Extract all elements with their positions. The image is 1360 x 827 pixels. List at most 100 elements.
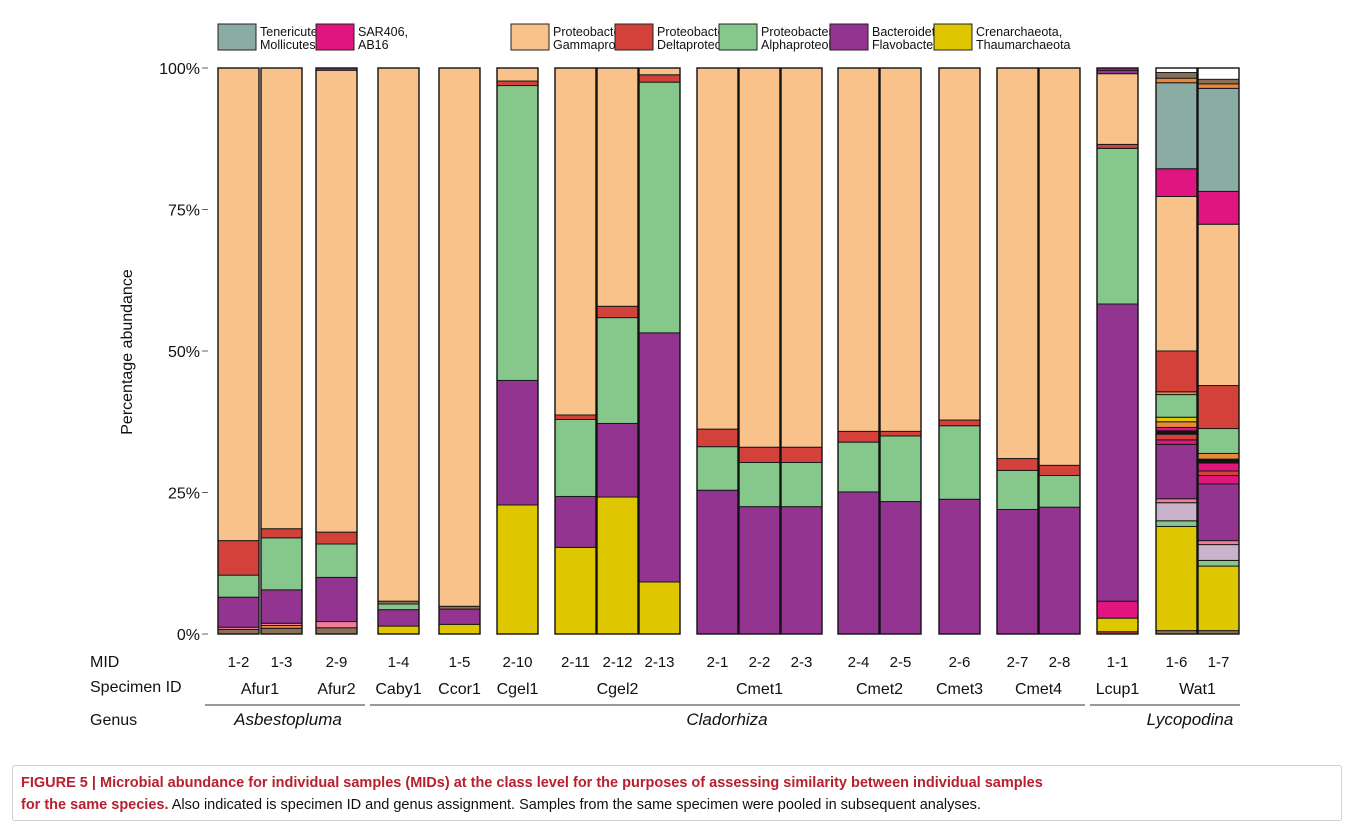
bar-outline — [837, 67, 880, 635]
bar-segment — [1197, 428, 1240, 454]
bar-segment — [938, 67, 981, 421]
y-tick-label: 100% — [159, 61, 200, 78]
bar-segment — [996, 458, 1039, 471]
bar-segment — [496, 80, 539, 87]
bar-segment — [1096, 147, 1139, 305]
bar-segment — [1096, 600, 1139, 619]
legend-label: Thaumarchaeota — [976, 38, 1071, 52]
caption-title-line1: Microbial abundance for individual sampl… — [95, 775, 1043, 791]
mid-label: 1-1 — [1107, 654, 1129, 671]
bar-segment — [696, 67, 739, 430]
bar-outline — [1197, 67, 1240, 635]
bar-segment — [996, 508, 1039, 635]
bar-segment — [837, 491, 880, 635]
legend-label: Alphaproteob. — [761, 38, 839, 52]
mid-label: 2-1 — [707, 654, 729, 671]
bar-segment — [1197, 87, 1240, 192]
genus-label: Asbestopluma — [233, 710, 342, 729]
bar-segment — [696, 446, 739, 491]
bar-segment — [315, 531, 358, 545]
bar-segment — [315, 69, 358, 533]
specimen-label: Lcup1 — [1096, 681, 1140, 698]
mid-label: 1-5 — [449, 654, 471, 671]
specimen-label: Afur2 — [317, 681, 355, 698]
bar-segment — [1155, 72, 1198, 79]
mid-label: 2-4 — [848, 654, 870, 671]
mid-label: 2-6 — [949, 654, 971, 671]
caption-body: Also indicated is specimen ID and genus … — [168, 797, 981, 813]
legend-label: AB16 — [358, 38, 389, 52]
bar-segment — [879, 67, 922, 432]
bar-segment — [638, 67, 681, 76]
bar-segment — [217, 574, 260, 598]
bar-segment — [315, 627, 358, 635]
bar-segment — [1155, 416, 1198, 423]
bar-segment — [1096, 69, 1139, 75]
bar-segment — [1096, 73, 1139, 145]
bar-outline — [1155, 67, 1198, 635]
mid-label: 2-9 — [326, 654, 348, 671]
legend-swatch — [933, 23, 973, 51]
bar-segment — [217, 67, 260, 542]
specimen-label: Wat1 — [1179, 681, 1216, 698]
caption-label: FIGURE 5 | — [21, 775, 96, 791]
bar-segment — [1197, 458, 1240, 464]
bar-segment — [780, 506, 823, 635]
bar-segment — [596, 305, 639, 319]
bar-outline — [438, 67, 481, 635]
bar-segment — [1155, 439, 1198, 445]
bar-outline — [1038, 67, 1081, 635]
mid-label: 2-5 — [890, 654, 912, 671]
bar-segment — [1197, 470, 1240, 477]
bar-segment — [1155, 394, 1198, 418]
bar-segment — [879, 430, 922, 437]
bar-segment — [1096, 143, 1139, 149]
legend-label: Crenarchaeota, — [976, 25, 1062, 39]
bar-segment — [738, 446, 781, 464]
bar-segment — [438, 623, 481, 635]
bar-segment — [217, 596, 260, 628]
mid-label: 2-8 — [1049, 654, 1071, 671]
bar-segment — [554, 546, 597, 635]
legend-label: Flavobacteriia — [872, 38, 950, 52]
bar-outline — [554, 67, 597, 635]
y-tick-label: 25% — [168, 486, 200, 503]
legend-swatch — [217, 23, 257, 51]
bar-segment — [696, 428, 739, 448]
bar-segment — [438, 67, 481, 607]
legend-label: Tenericutes, — [260, 25, 327, 39]
bar-segment — [377, 609, 420, 627]
y-tick-label: 50% — [168, 344, 200, 361]
bar-segment — [1197, 565, 1240, 632]
y-tick-label: 0% — [177, 627, 200, 644]
caption-title-line2: for the same species. — [21, 797, 169, 813]
bar-segment — [1155, 350, 1198, 393]
bar-outline — [260, 67, 303, 635]
bar-segment — [938, 425, 981, 500]
mid-label: 2-10 — [502, 654, 532, 671]
bar-outline — [938, 67, 981, 635]
bar-segment — [780, 446, 823, 464]
bar-segment — [837, 430, 880, 443]
mid-label: 2-7 — [1007, 654, 1029, 671]
row-label: MID — [90, 654, 119, 671]
mid-label: 2-13 — [644, 654, 674, 671]
bar-segment — [554, 418, 597, 497]
bar-outline — [638, 67, 681, 635]
genus-label: Lycopodina — [1147, 710, 1234, 729]
bar-outline — [596, 67, 639, 635]
bar-segment — [596, 496, 639, 635]
bar-segment — [837, 441, 880, 493]
bar-segment — [1197, 223, 1240, 387]
bar-segment — [596, 67, 639, 307]
bar-segment — [780, 67, 823, 448]
bar-segment — [1155, 421, 1198, 428]
bar-segment — [638, 581, 681, 635]
bar-segment — [554, 414, 597, 420]
y-tick-label: 75% — [168, 203, 200, 220]
legend-label: SAR406, — [358, 25, 408, 39]
bar-segment — [1155, 426, 1198, 432]
bar-segment — [1155, 82, 1198, 170]
bar-segment — [554, 495, 597, 548]
specimen-label: Cmet3 — [936, 681, 983, 698]
